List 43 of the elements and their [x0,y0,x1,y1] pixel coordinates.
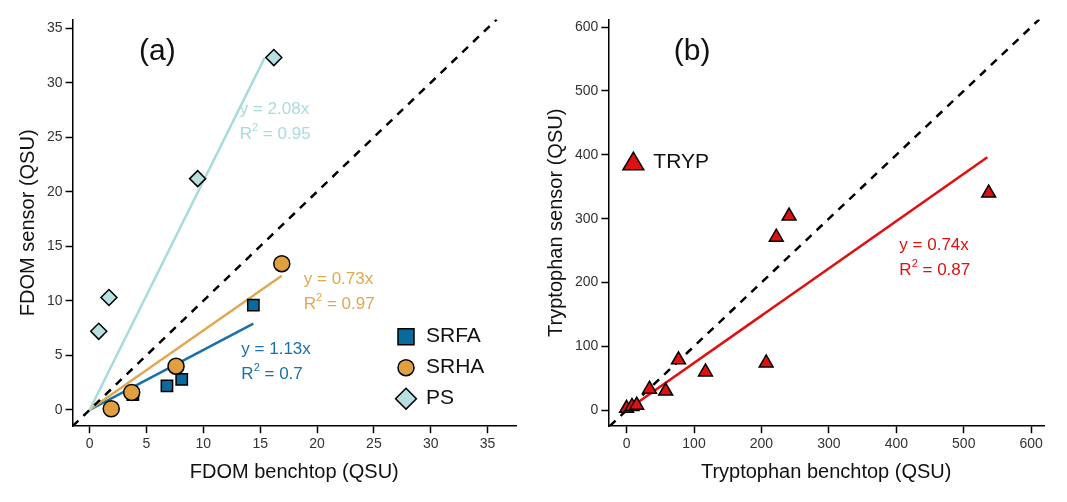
x-tick-label: 20 [309,435,326,452]
annotation: (a) [139,32,176,66]
x-tick-label: 300 [817,435,841,452]
y-tick-label: 5 [54,346,63,363]
legend-label: SRHA [426,354,485,378]
y-axis-title: Tryptophan sensor (QSU) [543,108,566,337]
x-axis-title: Tryptophan benchtop (QSU) [700,459,952,482]
x-tick-label: 400 [884,435,909,452]
y-tick-label: 200 [575,273,599,290]
x-tick-label: 30 [422,435,439,452]
x-tick-label: 35 [479,435,496,452]
x-tick-label: 15 [252,435,269,452]
annotation: y = 1.13x [241,339,312,359]
y-tick-label: 25 [46,128,63,145]
y-axis-title: FDOM sensor (QSU) [15,129,38,317]
annotation: (b) [673,32,711,66]
x-tick-label: 5 [142,435,151,452]
x-tick-label: 0 [85,435,94,452]
annotation: y = 0.74x [899,235,970,255]
y-tick-label: 500 [575,81,599,98]
legend-label: PS [426,385,455,409]
y-tick-label: 35 [46,18,63,35]
y-tick-label: 20 [46,182,63,199]
y-tick-label: 30 [46,73,63,90]
y-tick-label: 0 [590,401,599,418]
x-tick-label: 200 [749,435,774,452]
annotation: y = 0.73x [303,269,374,289]
x-tick-label: 500 [952,435,976,452]
y-tick-label: 0 [54,400,63,417]
x-tick-label: 0 [622,435,631,452]
legend-label: SRFA [426,323,481,347]
y-tick-label: 400 [575,145,599,162]
x-tick-label: 100 [682,435,706,452]
y-tick-label: 100 [575,337,599,354]
y-tick-label: 600 [575,17,599,34]
legend-label: TRYP [653,148,709,172]
y-tick-label: 300 [575,209,599,226]
x-tick-label: 10 [195,435,212,452]
x-tick-label: 600 [1019,435,1044,452]
x-axis-title: FDOM benchtop (QSU) [189,459,399,482]
y-tick-label: 15 [46,237,63,254]
x-tick-label: 25 [366,435,382,452]
y-tick-label: 10 [46,291,63,308]
